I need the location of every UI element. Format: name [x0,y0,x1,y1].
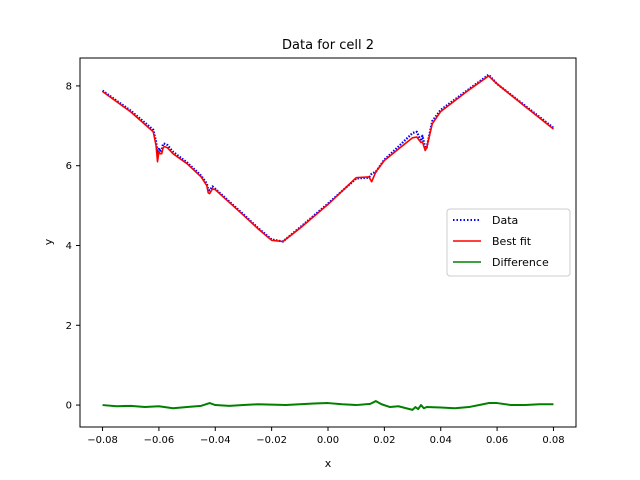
x-tick-label: 0.00 [317,435,339,446]
x-axis-label: x [325,457,332,470]
legend-label: Best fit [492,235,532,248]
y-tick-label: 8 [66,81,72,92]
y-tick-label: 2 [66,321,72,332]
legend-label: Data [492,214,518,227]
x-axis-ticks: −0.08 −0.06 −0.04 −0.02 0.00 0.02 0.04 0.06 0.08 [87,427,565,446]
y-tick-label: 0 [66,401,72,412]
y-tick-label: 4 [66,241,72,252]
x-tick-label: 0.02 [373,435,395,446]
legend: Data Best fit Difference [446,208,571,277]
series-line-difference [102,400,554,411]
series-line-best-fit [102,75,554,243]
x-tick-label: −0.02 [256,435,287,446]
x-tick-label: −0.08 [87,435,118,446]
x-tick-label: 0.06 [486,435,508,446]
chart-title: Data for cell 2 [282,38,374,53]
x-tick-label: −0.06 [144,435,175,446]
y-axis-label: y [42,238,55,245]
series-line-data [101,73,555,243]
x-tick-label: −0.04 [200,435,231,446]
series-layer [101,73,555,411]
legend-label: Difference [492,256,549,269]
y-tick-label: 6 [66,161,72,172]
x-tick-label: 0.04 [430,435,452,446]
y-axis-ticks: 0 2 4 6 8 [66,81,80,412]
legend-box [446,208,571,277]
x-tick-label: 0.08 [542,435,564,446]
